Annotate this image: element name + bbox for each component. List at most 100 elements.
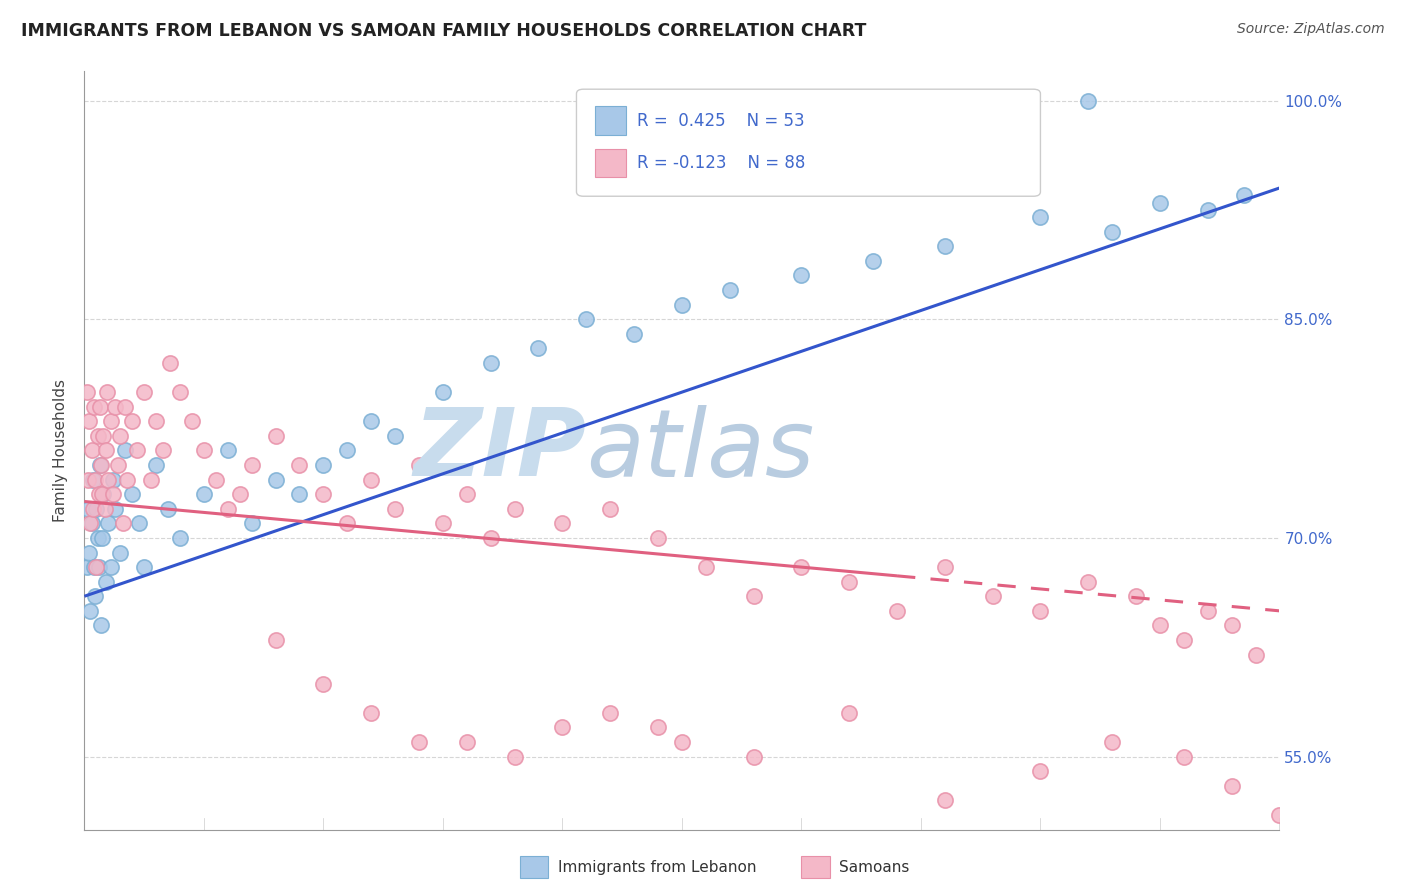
- Text: Immigrants from Lebanon: Immigrants from Lebanon: [558, 860, 756, 874]
- Point: [1268, 808, 1291, 822]
- Point: [114, 400, 136, 414]
- Point: [288, 487, 311, 501]
- Point: [1077, 574, 1099, 589]
- Point: [83, 560, 105, 574]
- Point: [862, 253, 884, 268]
- Point: [599, 706, 621, 720]
- Point: [132, 385, 156, 400]
- Point: [934, 239, 956, 253]
- Point: [790, 560, 813, 574]
- Text: IMMIGRANTS FROM LEBANON VS SAMOAN FAMILY HOUSEHOLDS CORRELATION CHART: IMMIGRANTS FROM LEBANON VS SAMOAN FAMILY…: [21, 22, 866, 40]
- Point: [432, 385, 454, 400]
- Point: [87, 487, 110, 501]
- Point: [229, 487, 252, 501]
- Point: [145, 458, 167, 472]
- Point: [77, 414, 100, 428]
- Point: [551, 516, 574, 531]
- Point: [93, 429, 115, 443]
- Point: [104, 400, 127, 414]
- Point: [599, 501, 621, 516]
- Point: [100, 414, 122, 428]
- Point: [169, 385, 191, 400]
- Point: [360, 706, 382, 720]
- Point: [240, 516, 263, 531]
- Point: [384, 501, 406, 516]
- Point: [384, 429, 406, 443]
- Point: [1220, 779, 1243, 793]
- Point: [288, 458, 311, 472]
- Point: [479, 531, 502, 545]
- Text: Source: ZipAtlas.com: Source: ZipAtlas.com: [1237, 22, 1385, 37]
- Point: [742, 589, 765, 603]
- Point: [145, 414, 167, 428]
- Point: [1077, 94, 1099, 108]
- Point: [742, 749, 765, 764]
- Point: [408, 458, 430, 472]
- Point: [1029, 604, 1052, 618]
- Point: [1125, 589, 1147, 603]
- Point: [1029, 764, 1052, 779]
- Point: [503, 501, 526, 516]
- Point: [181, 414, 204, 428]
- Point: [110, 429, 132, 443]
- Point: [141, 473, 163, 487]
- Point: [76, 560, 98, 574]
- Point: [125, 443, 148, 458]
- Point: [84, 473, 107, 487]
- Point: [456, 487, 478, 501]
- Point: [312, 458, 335, 472]
- Point: [1101, 225, 1123, 239]
- Point: [1220, 618, 1243, 632]
- Point: [1197, 202, 1219, 217]
- Point: [84, 589, 107, 603]
- Point: [169, 531, 191, 545]
- Point: [93, 487, 115, 501]
- Point: [312, 487, 335, 501]
- Point: [101, 473, 124, 487]
- Text: atlas: atlas: [586, 405, 814, 496]
- Point: [205, 473, 228, 487]
- Point: [336, 516, 359, 531]
- Point: [86, 429, 108, 443]
- Text: ZIP: ZIP: [413, 404, 586, 497]
- Point: [80, 443, 103, 458]
- Point: [1173, 632, 1195, 647]
- Point: [117, 473, 139, 487]
- Point: [503, 749, 526, 764]
- Point: [838, 706, 860, 720]
- Point: [1173, 749, 1195, 764]
- Point: [217, 501, 239, 516]
- Point: [77, 545, 100, 559]
- Point: [217, 443, 239, 458]
- Point: [934, 793, 956, 807]
- Point: [101, 487, 124, 501]
- Point: [718, 283, 741, 297]
- Point: [456, 735, 478, 749]
- Point: [100, 560, 122, 574]
- Point: [671, 735, 693, 749]
- Point: [1029, 210, 1052, 224]
- Point: [193, 487, 215, 501]
- Point: [79, 604, 101, 618]
- Point: [86, 560, 108, 574]
- Y-axis label: Family Households: Family Households: [53, 379, 69, 522]
- Point: [527, 342, 550, 356]
- Point: [91, 531, 114, 545]
- Point: [111, 516, 134, 531]
- Point: [360, 473, 382, 487]
- Point: [432, 516, 454, 531]
- Point: [479, 356, 502, 370]
- Point: [82, 473, 104, 487]
- Point: [575, 312, 598, 326]
- Text: R =  0.425    N = 53: R = 0.425 N = 53: [637, 112, 804, 129]
- Point: [121, 487, 143, 501]
- Point: [695, 560, 717, 574]
- Point: [1101, 735, 1123, 749]
- Point: [132, 560, 156, 574]
- Point: [90, 458, 112, 472]
- Point: [83, 400, 105, 414]
- Point: [1233, 188, 1256, 202]
- Text: R = -0.123    N = 88: R = -0.123 N = 88: [637, 153, 806, 172]
- Point: [97, 516, 120, 531]
- Point: [157, 501, 180, 516]
